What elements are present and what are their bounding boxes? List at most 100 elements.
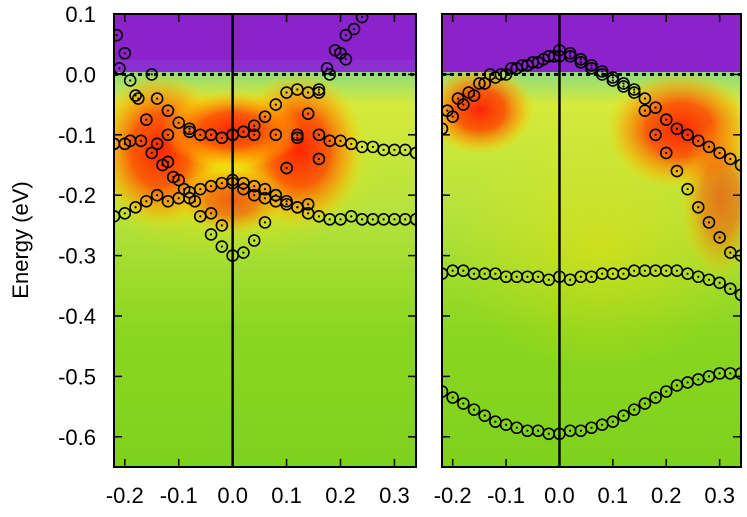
right-band-point: [617, 409, 630, 422]
left-band-point-center: [188, 127, 191, 130]
left-band-point-center: [317, 88, 321, 91]
right-band-point-center: [601, 73, 604, 76]
right-band-point-center: [558, 275, 561, 278]
right-band-point: [457, 98, 470, 111]
left-band-point: [131, 92, 145, 105]
right-band-point-center: [665, 151, 668, 155]
left-band-point-center: [231, 182, 234, 185]
left-band-point: [247, 119, 261, 133]
right-band-point-center: [686, 381, 689, 384]
right-band-point-center: [472, 272, 476, 275]
right-band-point-center: [622, 82, 625, 85]
right-plot-marks: [442, 14, 741, 467]
left-band-point: [183, 125, 196, 139]
right-band-point-center: [579, 61, 582, 64]
left-band-point: [347, 22, 361, 36]
right-band-point: [542, 49, 556, 63]
left-band-point-center: [161, 163, 164, 167]
right-band-point-center: [707, 221, 711, 224]
right-band-point-center: [665, 269, 668, 272]
right-band-point-center: [707, 278, 711, 281]
left-band-point-center: [339, 139, 342, 142]
right-band-point: [734, 288, 741, 302]
right-band-point-center: [697, 378, 700, 381]
left-x-tick-label: -0.1: [160, 483, 198, 508]
left-band-point-center: [344, 58, 347, 61]
left-band-point-center: [115, 34, 118, 37]
left-band-point-center: [209, 212, 213, 215]
left-x-tick-label: 0.1: [271, 483, 302, 508]
right-x-tick-label: 0.0: [544, 483, 575, 508]
right-band-point-center: [504, 73, 508, 76]
left-panel-background: [114, 14, 416, 467]
right-band-point-center: [675, 127, 679, 130]
right-band-point-center: [526, 275, 529, 278]
left-band-point: [339, 52, 353, 66]
left-band-point: [188, 194, 202, 208]
left-band-point-center: [296, 88, 299, 91]
right-x-tick-label: 0.3: [704, 483, 735, 508]
right-band-point-center: [590, 426, 593, 429]
left-band-point-center: [371, 145, 374, 148]
right-band-point: [627, 403, 641, 416]
left-band-point: [114, 28, 123, 42]
left-band-point-center: [360, 218, 364, 221]
left-band-point: [320, 62, 334, 75]
left-band-point-center: [328, 139, 331, 142]
y-tick-label: -0.6: [58, 425, 96, 450]
right-band-point: [659, 146, 673, 160]
right-x-tick-label: 0.1: [598, 483, 629, 508]
right-band-point-center: [675, 384, 679, 387]
left-band-point-center: [129, 79, 132, 82]
left-band-point-center: [156, 194, 159, 197]
left-band-point-center: [134, 206, 137, 209]
right-band-point-center: [665, 118, 668, 121]
left-band-point-center: [193, 200, 196, 203]
left-band-point-center: [129, 139, 132, 142]
right-band-point-center: [569, 52, 572, 55]
right-band-point: [638, 397, 652, 410]
y-tick-label: -0.3: [58, 244, 96, 269]
left-band-point-center: [307, 91, 310, 94]
right-band-point-center: [633, 88, 636, 91]
left-band-point: [161, 128, 175, 142]
right-plot-frame: [441, 13, 742, 468]
left-band-point: [291, 128, 304, 142]
left-band-point-center: [150, 151, 153, 155]
left-band-point-center: [350, 142, 353, 145]
left-band-point-center: [317, 215, 321, 218]
left-band-point: [140, 113, 153, 126]
left-band-point-center: [145, 200, 148, 203]
right-band-point: [531, 56, 545, 69]
right-x-tick-label: 0.2: [651, 483, 682, 508]
left-band-point-center: [317, 133, 321, 136]
left-band-point-center: [150, 73, 153, 76]
left-band-point: [301, 107, 315, 120]
left-band-point: [172, 191, 186, 205]
right-band-point: [606, 74, 620, 87]
right-band-point-center: [590, 67, 593, 70]
right-band-point-center: [633, 269, 636, 272]
left-band-point-center: [339, 52, 342, 55]
right-band-point-center: [622, 414, 625, 417]
right-band-point-center: [697, 139, 700, 142]
right-band-point: [702, 216, 716, 229]
right-band-point-center: [654, 269, 657, 272]
right-band-point-center: [654, 396, 657, 399]
left-band-point-center: [139, 139, 143, 142]
right-band-point-center: [697, 206, 700, 209]
right-band-point-center: [675, 269, 679, 272]
right-band-point-center: [611, 272, 614, 275]
right-band-point: [585, 62, 598, 75]
left-band-point-center: [118, 67, 121, 70]
right-band-point-center: [558, 49, 561, 52]
left-band-point-center: [177, 121, 180, 124]
right-band-point-center: [537, 61, 540, 64]
left-band-point: [312, 128, 326, 142]
right-band-point-center: [462, 269, 465, 272]
right-band-point-center: [601, 272, 604, 275]
right-band-point: [442, 122, 449, 136]
left-band-point: [269, 128, 283, 142]
right-band-point: [713, 276, 726, 290]
right-band-point-center: [697, 275, 700, 278]
